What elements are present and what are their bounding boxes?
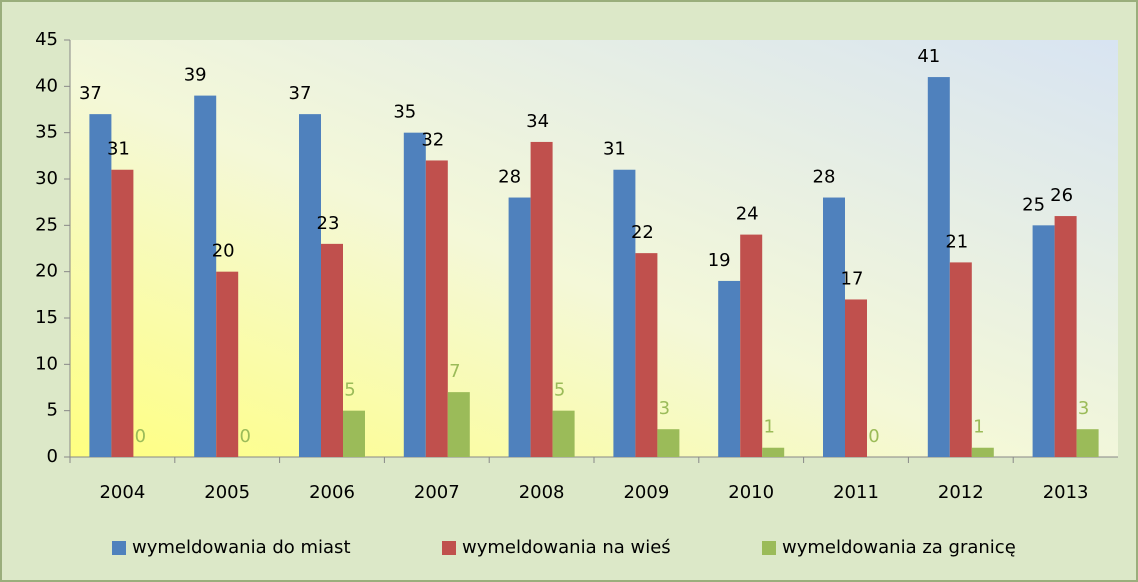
bar: [635, 253, 658, 457]
data-label: 37: [289, 83, 312, 104]
data-label: 17: [841, 268, 864, 289]
bar: [1076, 429, 1099, 457]
data-label: 41: [917, 46, 940, 67]
data-label: 25: [1022, 194, 1045, 215]
data-label: 3: [659, 398, 670, 419]
data-label: 0: [239, 426, 250, 447]
bar: [447, 392, 470, 457]
y-tick-label: 30: [35, 168, 58, 189]
x-tick-label: 2013: [1043, 482, 1089, 503]
x-tick-label: 2007: [414, 482, 460, 503]
legend-swatch: [442, 541, 456, 555]
legend-swatch: [112, 541, 126, 555]
bar: [1032, 225, 1055, 457]
y-tick-label: 20: [35, 261, 58, 282]
bar: [343, 410, 365, 457]
y-tick-label: 15: [35, 307, 58, 328]
bar: [740, 234, 763, 457]
bar: [530, 141, 553, 457]
bar: [552, 410, 575, 457]
data-label: 21: [945, 231, 968, 252]
data-label: 35: [393, 102, 416, 123]
data-label: 5: [344, 380, 355, 401]
x-tick-label: 2004: [99, 482, 145, 503]
data-label: 19: [708, 250, 731, 271]
y-tick-label: 35: [35, 122, 58, 143]
bar: [194, 95, 217, 457]
data-label: 3: [1078, 398, 1089, 419]
bar: [823, 197, 845, 458]
data-label: 28: [498, 167, 521, 188]
x-tick-label: 2012: [938, 482, 984, 503]
y-tick-label: 40: [35, 75, 58, 96]
data-label: 7: [449, 361, 460, 382]
data-label: 22: [631, 222, 654, 243]
data-label: 31: [603, 139, 626, 160]
data-label: 32: [421, 129, 444, 150]
bar: [762, 447, 785, 457]
legend-label: wymeldowania za granicę: [782, 537, 1016, 558]
data-label: 31: [107, 139, 130, 160]
bar: [613, 169, 636, 457]
bar: [971, 447, 994, 457]
bar: [1054, 216, 1077, 457]
bar: [111, 169, 134, 457]
data-label: 0: [135, 426, 146, 447]
bar: [927, 77, 950, 458]
legend-label: wymeldowania na wieś: [462, 537, 671, 558]
data-label: 34: [526, 111, 549, 132]
bar: [89, 114, 112, 457]
x-tick-label: 2011: [833, 482, 879, 503]
data-label: 1: [973, 417, 984, 438]
bar: [321, 243, 343, 457]
data-label: 1: [763, 417, 774, 438]
legend-swatch: [762, 541, 776, 555]
data-label: 20: [212, 241, 235, 262]
bar: [845, 299, 867, 457]
y-tick-label: 10: [35, 353, 58, 374]
data-label: 26: [1050, 185, 1073, 206]
data-label: 37: [79, 83, 102, 104]
x-tick-label: 2010: [728, 482, 774, 503]
x-tick-label: 2009: [623, 482, 669, 503]
data-label: 5: [554, 380, 565, 401]
bar: [718, 280, 741, 457]
y-tick-label: 0: [47, 446, 58, 467]
y-tick-label: 5: [47, 400, 58, 421]
data-label: 28: [813, 167, 836, 188]
legend-label: wymeldowania do miast: [132, 537, 351, 558]
bar: [299, 114, 321, 457]
bar: [216, 271, 239, 457]
x-tick-label: 2008: [519, 482, 565, 503]
data-label: 39: [184, 65, 207, 86]
bar: [403, 132, 426, 457]
bar: [657, 429, 680, 457]
data-label: 24: [736, 204, 759, 225]
bar: [425, 160, 448, 457]
data-label: 23: [317, 213, 340, 234]
x-tick-label: 2005: [204, 482, 250, 503]
y-tick-label: 25: [35, 214, 58, 235]
data-label: 0: [868, 426, 879, 447]
y-tick-label: 45: [35, 29, 58, 50]
bar: [949, 262, 972, 457]
x-tick-label: 2006: [309, 482, 355, 503]
bar: [508, 197, 531, 458]
